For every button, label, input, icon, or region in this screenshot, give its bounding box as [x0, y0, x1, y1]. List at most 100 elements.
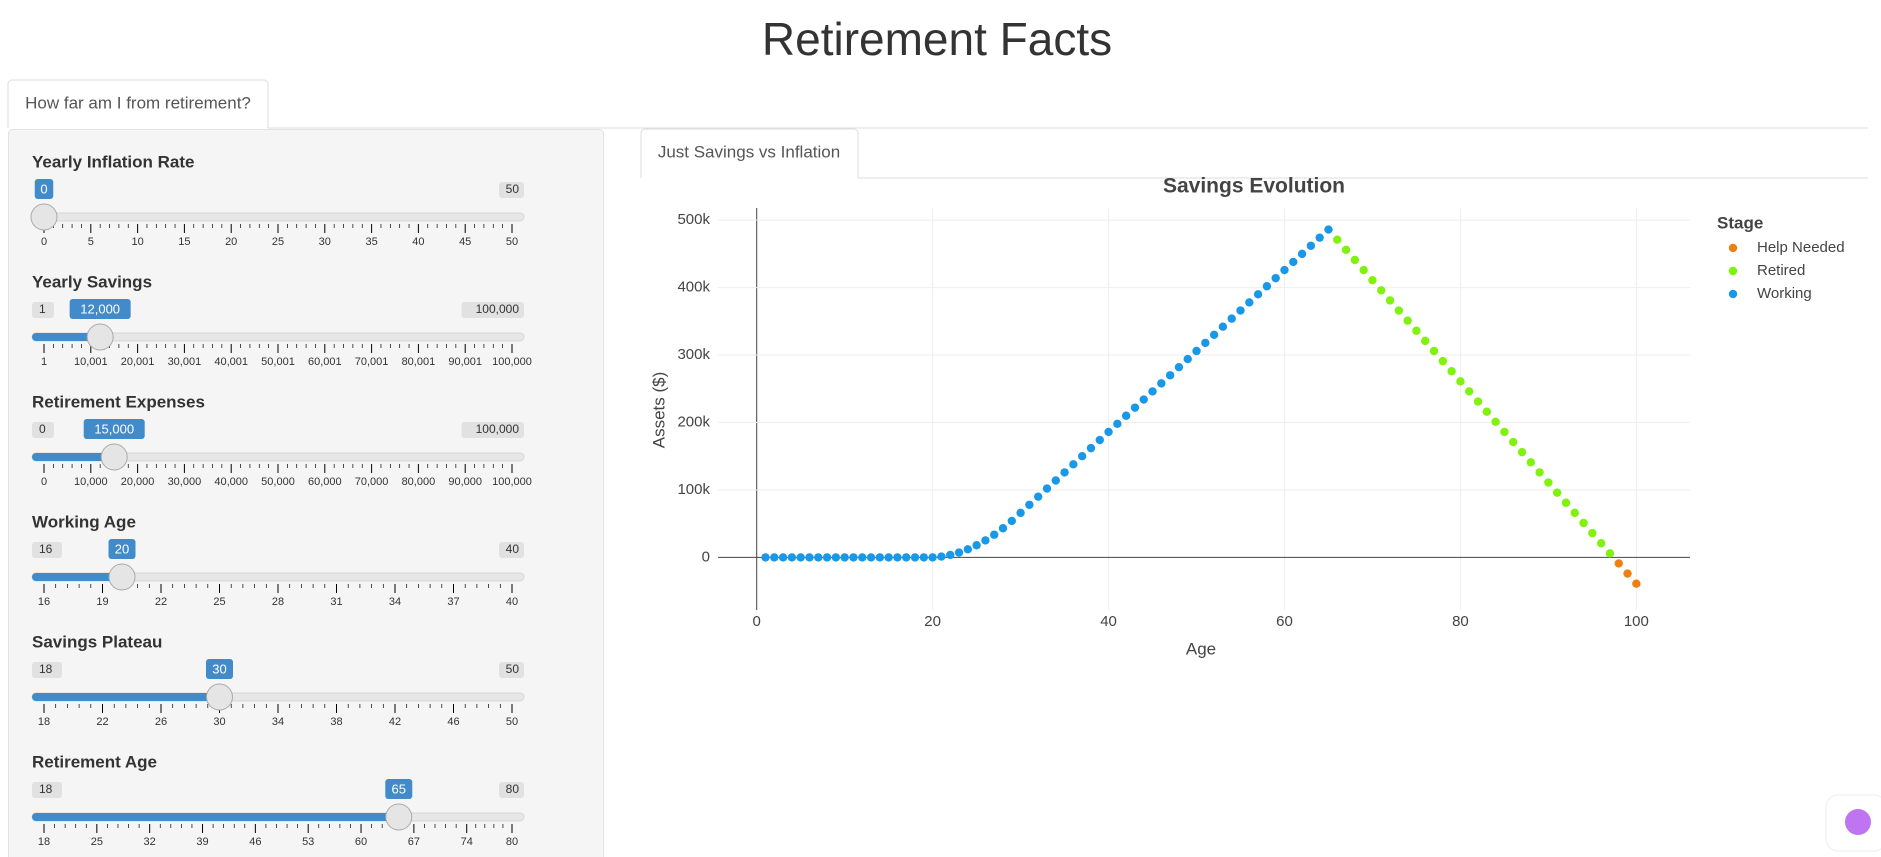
legend-marker[interactable]: [1728, 289, 1738, 299]
slider-tick-label: 60,001: [308, 356, 342, 368]
data-point: [1183, 354, 1192, 364]
slider-value-label: 15,000: [94, 421, 134, 436]
slider-value-box: [385, 779, 413, 799]
slider-tick-label: 18: [38, 836, 50, 848]
assistant-icon[interactable]: [1845, 809, 1871, 835]
slider-tick-label: 15: [178, 236, 190, 248]
data-point: [981, 536, 990, 545]
slider-tick-label: 50,001: [261, 356, 295, 368]
data-point: [1570, 508, 1579, 518]
data-point: [1262, 282, 1272, 291]
slider-tick-label: 0: [41, 236, 47, 248]
slider-fill: [32, 813, 399, 821]
data-point: [1121, 411, 1131, 420]
data-point: [998, 524, 1008, 533]
slider-label: Working Age: [32, 512, 136, 531]
slider-value-label: 20: [115, 541, 129, 556]
data-point: [814, 553, 823, 562]
slider-track: [31, 212, 525, 222]
slider-tick-label: 53: [302, 836, 314, 848]
data-point: [1333, 235, 1342, 244]
slider-tick-label: 90,001: [448, 356, 482, 368]
tab-plot-label[interactable]: Just Savings vs Inflation: [658, 142, 840, 161]
slider-tick-label: 5: [88, 236, 94, 248]
data-point: [946, 550, 955, 560]
slider-tick-label: 50,000: [261, 476, 295, 488]
legend-label[interactable]: Help Needed: [1757, 239, 1845, 256]
data-point: [1165, 371, 1175, 380]
data-point: [1209, 330, 1219, 340]
data-point: [1016, 508, 1025, 518]
data-point: [1535, 468, 1544, 477]
data-point: [893, 553, 902, 562]
data-point: [1579, 518, 1588, 528]
slider-tick-label: 30: [319, 236, 331, 248]
slider-tick-label: 50: [506, 236, 518, 248]
data-point: [1201, 338, 1210, 348]
data-point: [1491, 417, 1500, 427]
data-point: [770, 553, 779, 562]
legend-marker[interactable]: [1728, 243, 1738, 253]
slider-tick-label: 39: [196, 836, 208, 848]
slider-fill: [32, 693, 220, 701]
slider-max-box: [461, 422, 524, 438]
data-point: [1218, 322, 1228, 331]
slider-max-label: 50: [506, 182, 520, 196]
data-point: [1465, 387, 1474, 396]
slider-handle[interactable]: [206, 683, 233, 711]
data-point: [796, 553, 805, 562]
data-point: [1403, 316, 1412, 325]
legend-label[interactable]: Working: [1757, 285, 1812, 302]
slider-value-label: 65: [392, 781, 406, 796]
data-point: [1447, 367, 1456, 376]
slider-tick-label: 70,000: [355, 476, 389, 488]
slider-handle[interactable]: [86, 323, 114, 351]
slider-tick-label: 10: [131, 236, 143, 248]
data-point: [1412, 326, 1421, 335]
slider-max-label: 40: [506, 542, 520, 556]
slider-tick-label: 40: [412, 236, 424, 248]
data-point: [1429, 346, 1439, 356]
slider-handle[interactable]: [108, 563, 136, 591]
slider-max-label: 100,000: [476, 422, 520, 436]
tab-main[interactable]: [7, 79, 269, 128]
slider-tick-label: 30: [213, 716, 225, 728]
data-point: [1350, 255, 1360, 265]
slider-tick-label: 0: [41, 476, 47, 488]
data-point: [1113, 419, 1122, 429]
data-point: [858, 553, 867, 562]
slider-label: Yearly Savings: [32, 272, 152, 291]
data-point: [1306, 241, 1316, 250]
y-tick-label: 200k: [677, 413, 710, 430]
data-point: [1482, 407, 1492, 416]
slider-label: Retirement Expenses: [32, 392, 205, 411]
data-point: [1192, 346, 1201, 356]
legend-label[interactable]: Retired: [1757, 262, 1805, 279]
data-point: [1236, 306, 1245, 315]
slider-handle[interactable]: [30, 203, 58, 231]
x-axis-title: Age: [1186, 639, 1216, 658]
data-point: [1025, 500, 1034, 509]
slider-tick-label: 50: [506, 716, 518, 728]
slider-handle[interactable]: [385, 803, 413, 831]
slider-value-box: [108, 539, 136, 559]
tab-main-label[interactable]: How far am I from retirement?: [25, 93, 251, 112]
data-point: [1517, 447, 1527, 457]
data-point: [902, 553, 911, 562]
legend-marker[interactable]: [1728, 266, 1738, 276]
page-title: Retirement Facts: [762, 13, 1112, 65]
slider-tick-label: 100,000: [492, 356, 532, 368]
slider-handle[interactable]: [100, 443, 128, 471]
data-point: [1526, 458, 1535, 467]
data-point: [1614, 559, 1623, 568]
slider-tick-label: 1: [41, 356, 47, 368]
slider-min-label: 18: [39, 782, 53, 796]
data-point: [972, 541, 981, 550]
data-point: [884, 553, 893, 562]
slider-min-label: 1: [39, 302, 46, 316]
data-point: [1086, 443, 1096, 453]
tab-plot[interactable]: [640, 128, 859, 178]
data-point: [990, 530, 999, 539]
